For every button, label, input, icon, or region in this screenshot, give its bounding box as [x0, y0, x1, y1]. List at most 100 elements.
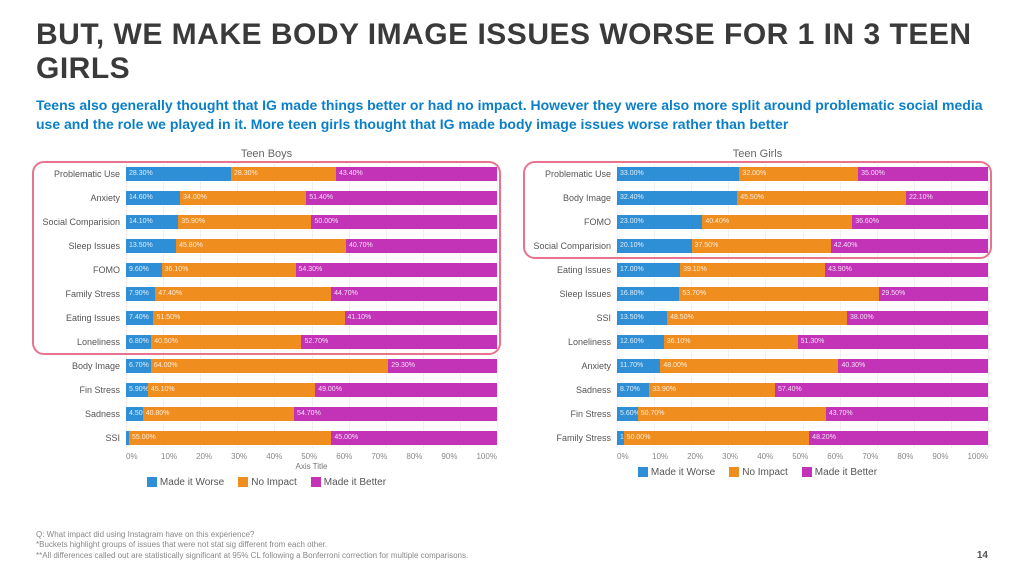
segment-better: 41.10%	[345, 311, 497, 325]
segment-no-impact: 55.00%	[129, 431, 331, 445]
x-axis-tick: 80%	[897, 452, 932, 461]
bar-area: 7.40%51.50%41.10%	[126, 311, 497, 325]
chart-row: Sadness8.70%33.90%57.40%	[527, 380, 988, 400]
segment-no-impact: 36.10%	[664, 335, 798, 349]
bar-area: 7.90%47.40%44.70%	[126, 287, 497, 301]
segment-worse: 1.80%	[617, 431, 624, 445]
segment-worse: 7.90%	[126, 287, 155, 301]
chart-row: Family Stress1.80%50.00%48.20%	[527, 428, 988, 448]
segment-worse: 14.60%	[126, 191, 180, 205]
segment-better: 40.30%	[838, 359, 988, 373]
x-axis-tick: 30%	[722, 452, 757, 461]
bar-area: 20.10%37.50%42.40%	[617, 239, 988, 253]
chart-row: Loneliness6.80%40.50%52.70%	[36, 332, 497, 352]
segment-better: 51.40%	[306, 191, 497, 205]
segment-better: 43.40%	[336, 167, 497, 181]
chart-teen-girls: Teen GirlsProblematic Use33.00%32.00%35.…	[527, 148, 988, 488]
segment-no-impact: 32.00%	[739, 167, 858, 181]
x-axis-tick: 0%	[617, 452, 652, 461]
chart-body: Problematic Use28.30%28.30%43.40%Anxiety…	[36, 164, 497, 448]
bar-area: 14.10%35.90%50.00%	[126, 215, 497, 229]
segment-no-impact: 53.70%	[679, 287, 878, 301]
row-label: Loneliness	[527, 337, 617, 347]
segment-no-impact: 40.50%	[151, 335, 301, 349]
segment-worse: 5.90%	[126, 383, 148, 397]
legend-swatch	[238, 477, 248, 487]
segment-no-impact: 50.70%	[638, 407, 826, 421]
legend-swatch	[311, 477, 321, 487]
segment-worse: 6.70%	[126, 359, 151, 373]
bar-area: 5.90%45.10%49.00%	[126, 383, 497, 397]
x-axis-tick: 100%	[476, 452, 496, 461]
segment-better: 54.70%	[294, 407, 497, 421]
segment-better: 22.10%	[906, 191, 988, 205]
legend-swatch	[802, 467, 812, 477]
footnotes: Q: What impact did using Instagram have …	[36, 530, 468, 561]
chart-row: FOMO23.00%40.40%36.60%	[527, 212, 988, 232]
segment-better: 29.30%	[388, 359, 497, 373]
row-label: Social Comparision	[36, 217, 126, 227]
page-number: 14	[977, 550, 988, 561]
legend: Made it WorseNo ImpactMade it Better	[36, 477, 497, 488]
segment-no-impact: 37.50%	[692, 239, 831, 253]
chart-row: Eating Issues17.00%39.10%43.90%	[527, 260, 988, 280]
bar-area: 14.60%34.00%51.40%	[126, 191, 497, 205]
bar-area: 11.70%48.00%40.30%	[617, 359, 988, 373]
x-axis-tick: 50%	[301, 452, 336, 461]
chart-rows: Problematic Use33.00%32.00%35.00%Body Im…	[527, 164, 988, 448]
row-label: Sleep Issues	[36, 241, 126, 251]
segment-worse: 4.50%	[126, 407, 143, 421]
bar-area: 6.80%40.50%52.70%	[126, 335, 497, 349]
chart-row: Loneliness12.60%36.10%51.30%	[527, 332, 988, 352]
segment-better: 49.00%	[315, 383, 497, 397]
segment-worse: 28.30%	[126, 167, 231, 181]
x-axis-tick: 20%	[687, 452, 722, 461]
legend-swatch	[729, 467, 739, 477]
row-label: Anxiety	[36, 193, 126, 203]
chart-row: Fin Stress5.90%45.10%49.00%	[36, 380, 497, 400]
legend-label: Made it Better	[815, 467, 877, 478]
bar-area: 23.00%40.40%36.60%	[617, 215, 988, 229]
chart-row: Body Image6.70%64.00%29.30%	[36, 356, 497, 376]
segment-better: 42.40%	[831, 239, 988, 253]
chart-row: Social Comparision14.10%35.90%50.00%	[36, 212, 497, 232]
bar-area: 9.60%36.10%54.30%	[126, 263, 497, 277]
chart-row: Social Comparision20.10%37.50%42.40%	[527, 236, 988, 256]
x-axis-tick: 60%	[336, 452, 371, 461]
chart-row: SSI13.50%48.50%38.00%	[527, 308, 988, 328]
segment-worse: 13.50%	[126, 239, 176, 253]
legend-item: Made it Worse	[147, 477, 224, 488]
chart-rows: Problematic Use28.30%28.30%43.40%Anxiety…	[36, 164, 497, 448]
chart-row: Body Image32.40%45.50%22.10%	[527, 188, 988, 208]
slide-subtitle: Teens also generally thought that IG mad…	[0, 86, 1024, 134]
segment-better: 36.60%	[852, 215, 988, 229]
bar-area: 0.00%55.00%45.00%	[126, 431, 497, 445]
footnote-line: *Buckets highlight groups of issues that…	[36, 540, 468, 550]
row-label: SSI	[527, 313, 617, 323]
chart-row: Problematic Use28.30%28.30%43.40%	[36, 164, 497, 184]
bar-area: 5.60%50.70%43.70%	[617, 407, 988, 421]
chart-row: Fin Stress5.60%50.70%43.70%	[527, 404, 988, 424]
footnote-line: Q: What impact did using Instagram have …	[36, 530, 468, 540]
bar-area: 4.50%40.80%54.70%	[126, 407, 497, 421]
legend-item: No Impact	[238, 477, 297, 488]
row-label: Sadness	[36, 409, 126, 419]
row-label: SSI	[36, 433, 126, 443]
x-axis-tick: 40%	[266, 452, 301, 461]
axis-title: Axis Title	[126, 462, 497, 471]
segment-no-impact: 34.00%	[180, 191, 306, 205]
row-label: Social Comparision	[527, 241, 617, 251]
x-axis-tick: 70%	[371, 452, 406, 461]
chart-title: Teen Boys	[36, 148, 497, 160]
segment-worse: 14.10%	[126, 215, 178, 229]
chart-teen-boys: Teen BoysProblematic Use28.30%28.30%43.4…	[36, 148, 497, 488]
row-label: Family Stress	[527, 433, 617, 443]
legend-item: Made it Worse	[638, 467, 715, 478]
segment-better: 48.20%	[809, 431, 988, 445]
segment-worse: 20.10%	[617, 239, 692, 253]
legend-label: No Impact	[251, 477, 297, 488]
segment-better: 45.00%	[331, 431, 497, 445]
segment-no-impact: 36.10%	[162, 263, 296, 277]
segment-no-impact: 45.50%	[737, 191, 906, 205]
charts-container: Teen BoysProblematic Use28.30%28.30%43.4…	[0, 134, 1024, 488]
